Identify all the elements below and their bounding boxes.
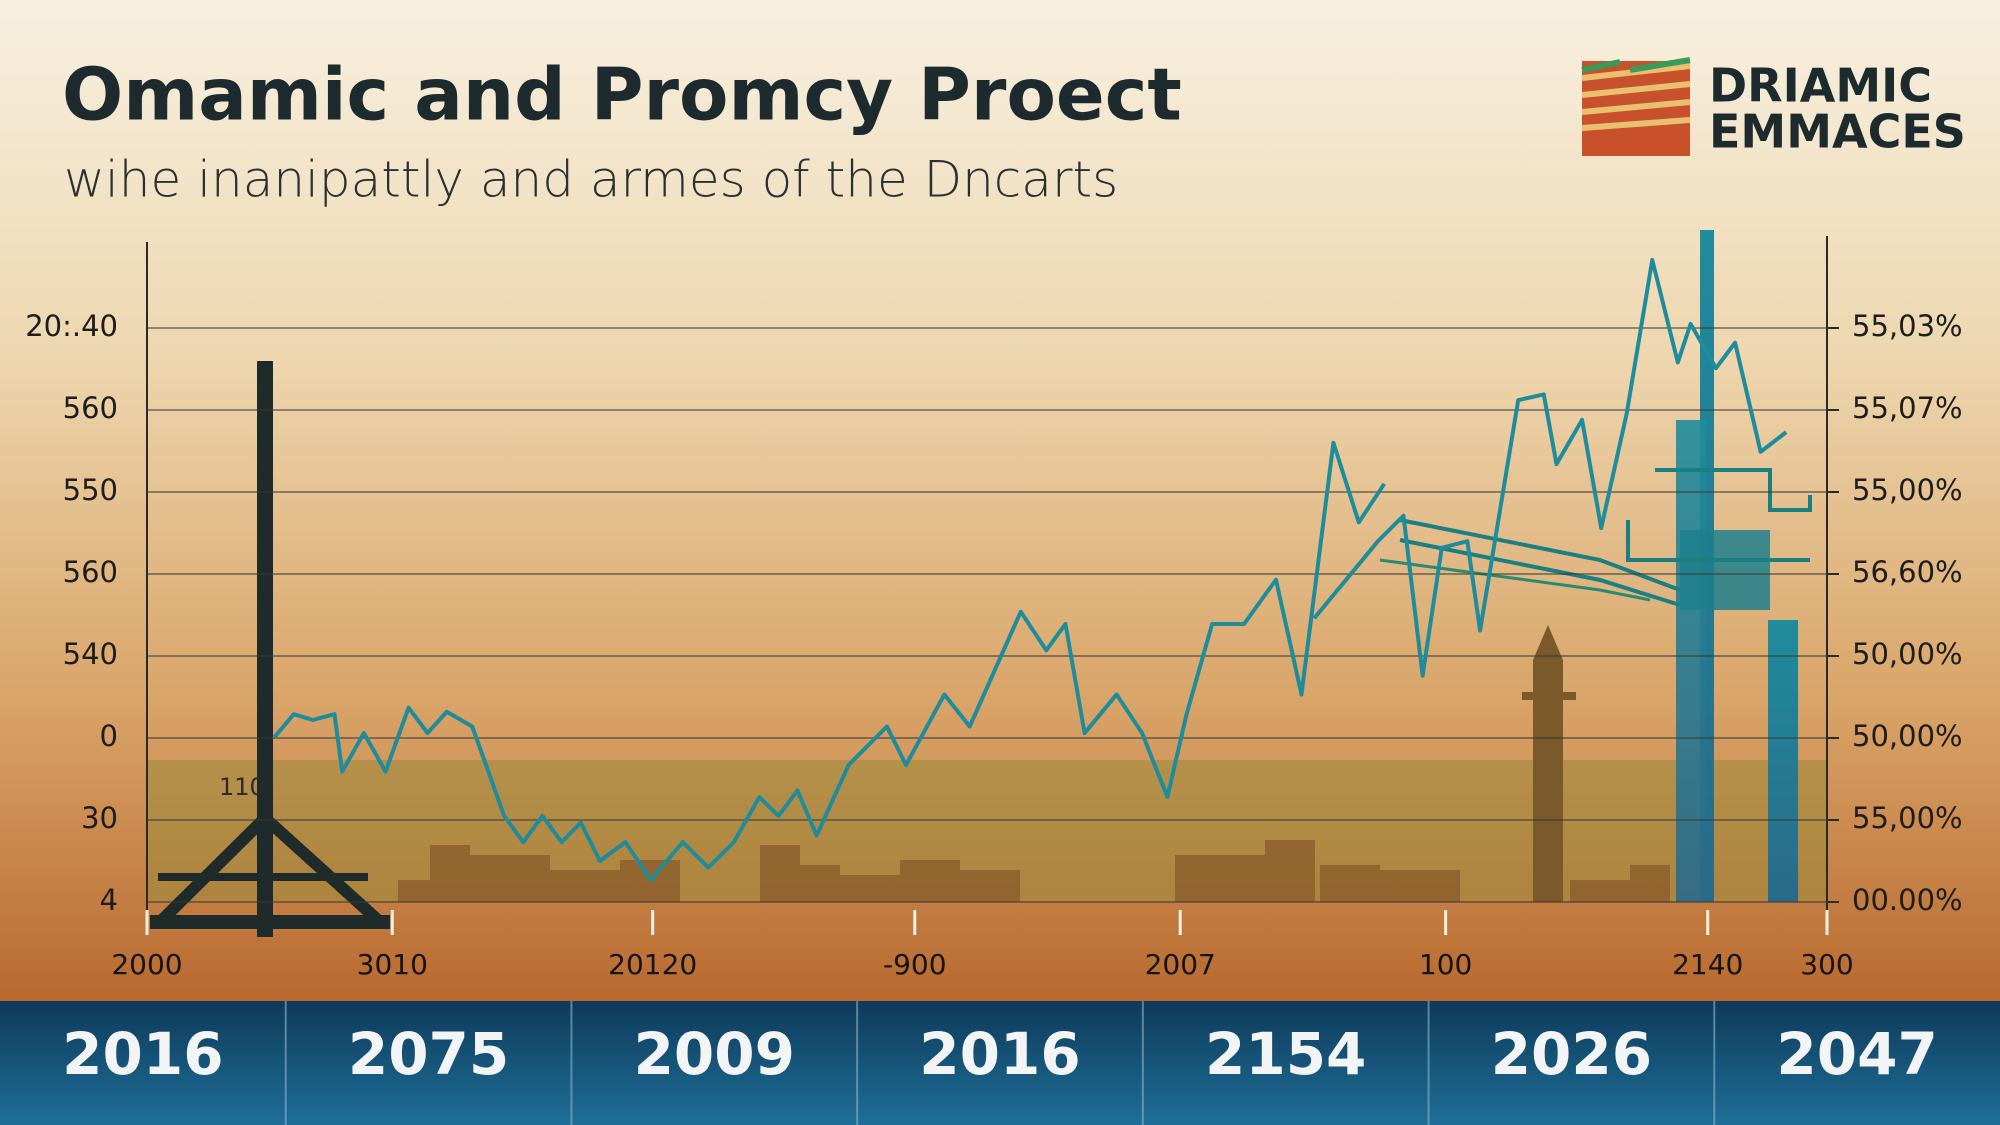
x-tick-label: 300 [1800, 948, 1853, 981]
x-tick-label: 100 [1419, 948, 1472, 981]
logo-icon [1581, 57, 1691, 156]
footer-year: 2075 [348, 1020, 509, 1088]
y-tick-label: 540 [63, 637, 118, 671]
chart-subtitle: wihe inanipattly and armes of the Dncart… [64, 151, 1118, 209]
chart-title: Omamic and Promcy Proect [62, 53, 1182, 137]
footer-year: 2009 [634, 1020, 795, 1088]
y2-tick-label: 55,07% [1852, 391, 1963, 425]
data-line [272, 257, 1788, 882]
footer-year: 2016 [62, 1020, 223, 1088]
x-tick-label: 20120 [608, 948, 697, 981]
x-tick-label: 2007 [1145, 948, 1216, 981]
footer-year: 2047 [1776, 1020, 1937, 1088]
y2-tick-label: 55,00% [1852, 473, 1963, 507]
y2-tick-label: 55,03% [1852, 309, 1963, 343]
y2-tick-label: 00.00% [1852, 883, 1963, 917]
left-tower [150, 361, 390, 937]
y-tick-label: 30 [81, 801, 118, 835]
annotation: 110 [219, 773, 265, 801]
y-tick-label: 560 [63, 391, 118, 425]
footer-year: 2154 [1205, 1020, 1366, 1088]
logo-text: EMMACES [1709, 105, 1966, 159]
footer-year: 2016 [919, 1020, 1080, 1088]
x-tick-label: 3010 [357, 948, 428, 981]
logo-text: DRIAMIC [1709, 59, 1932, 113]
y2-tick-label: 55,00% [1852, 801, 1963, 835]
y-tick-label: 550 [63, 473, 118, 507]
footer-band [0, 1001, 2000, 1125]
y-tick-label: 20:.40 [25, 309, 118, 343]
x-tick-label: 2000 [111, 948, 182, 981]
y-tick-label: 4 [100, 883, 118, 917]
footer-year: 2026 [1491, 1020, 1652, 1088]
y2-tick-label: 56,60% [1852, 555, 1963, 589]
x-tick-label: 2140 [1672, 948, 1743, 981]
y2-tick-label: 50,00% [1852, 719, 1963, 753]
brown-tower [1522, 625, 1576, 902]
y-tick-label: 560 [63, 555, 118, 589]
y2-tick-label: 50,00% [1852, 637, 1963, 671]
skyline [398, 840, 1670, 902]
right-structure [1379, 230, 1812, 902]
x-tick-label: -900 [883, 948, 947, 981]
y-tick-label: 0 [100, 719, 118, 753]
